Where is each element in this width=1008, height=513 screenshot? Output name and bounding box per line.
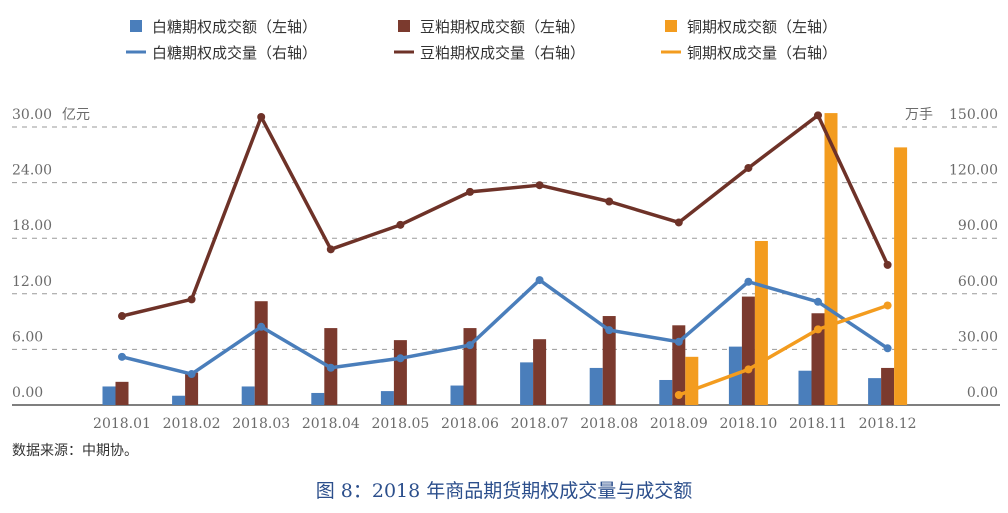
x-tick-label: 2018.09 xyxy=(650,416,708,432)
bar-2 xyxy=(254,301,268,405)
line-point-2 xyxy=(605,197,614,206)
line-point-2 xyxy=(814,111,822,120)
line-series-2 xyxy=(121,113,890,318)
x-tick-label: 2018.02 xyxy=(163,416,221,432)
left-tick-label: 6.00 xyxy=(12,329,43,345)
right-tick-label: 0.00 xyxy=(967,385,998,401)
line-point-1 xyxy=(814,297,822,306)
right-tick-label: 60.00 xyxy=(958,274,998,290)
line-point-1 xyxy=(466,341,474,350)
line-point-1 xyxy=(118,352,126,361)
source-note: 数据来源：中期协。 xyxy=(12,443,138,459)
x-tick-label: 2018.08 xyxy=(580,416,638,432)
line-point-1 xyxy=(674,337,683,346)
legend-swatch xyxy=(130,20,142,32)
chart-caption: 图 8：2018 年商品期货期权成交量与成交额 xyxy=(315,480,693,502)
left-axis-unit: 亿元 xyxy=(62,107,90,123)
x-tick-label: 2018.12 xyxy=(859,416,917,432)
line-point-1 xyxy=(744,277,753,286)
bar-3 xyxy=(894,147,908,406)
line-point-1 xyxy=(535,276,544,285)
line-point-2 xyxy=(466,187,474,196)
legend-label: 豆粕期权成交量（右轴） xyxy=(420,44,585,62)
bar-2 xyxy=(741,296,755,405)
line-point-2 xyxy=(187,295,196,304)
line-point-1 xyxy=(187,370,196,379)
bar-1 xyxy=(589,367,603,405)
bar-1 xyxy=(241,386,255,405)
bar-1 xyxy=(102,386,116,405)
bar-1 xyxy=(868,378,882,405)
bar-2 xyxy=(672,325,686,405)
bar-1 xyxy=(450,385,464,405)
line-point-3 xyxy=(674,390,683,399)
x-tick-label: 2018.06 xyxy=(441,416,499,432)
left-tick-label: 18.00 xyxy=(12,218,52,234)
right-tick-label: 30.00 xyxy=(958,329,998,345)
line-series-3 xyxy=(678,303,889,397)
left-tick-label: 24.00 xyxy=(12,163,52,179)
line-point-1 xyxy=(605,326,614,335)
line-point-2 xyxy=(257,112,266,121)
line-point-2 xyxy=(674,218,683,227)
x-tick-label: 2018.07 xyxy=(511,416,569,432)
bar-2 xyxy=(881,367,895,405)
x-tick-label: 2018.11 xyxy=(789,416,847,432)
bar-2 xyxy=(602,316,616,405)
line-point-2 xyxy=(326,245,335,254)
bar-2 xyxy=(811,313,825,405)
left-tick-label: 12.00 xyxy=(12,274,52,290)
bar-1 xyxy=(172,395,186,405)
bar-1 xyxy=(380,391,394,405)
legend-swatch xyxy=(665,20,677,32)
legend-label: 铜期权成交量（右轴） xyxy=(687,44,837,62)
line-point-3 xyxy=(883,301,892,310)
legend-swatch xyxy=(398,20,410,32)
bar-1 xyxy=(659,379,673,405)
bar-2 xyxy=(393,340,407,405)
x-tick-label: 2018.03 xyxy=(232,416,290,432)
bar-1 xyxy=(311,392,325,405)
bar-3 xyxy=(754,240,768,405)
line-point-1 xyxy=(257,322,266,331)
line-point-3 xyxy=(744,365,753,374)
x-tick-label: 2018.04 xyxy=(302,416,360,432)
right-tick-label: 90.00 xyxy=(958,218,998,234)
bar-2 xyxy=(185,372,199,405)
bar-2 xyxy=(533,339,547,405)
bar-2 xyxy=(115,381,129,405)
left-tick-label: 30.00 xyxy=(12,107,52,123)
legend-label: 白糖期权成交额（左轴） xyxy=(152,18,317,36)
line-point-2 xyxy=(535,181,544,190)
line-point-1 xyxy=(396,354,405,363)
line-point-2 xyxy=(883,260,892,269)
line-point-1 xyxy=(326,363,335,372)
line-series-1 xyxy=(121,278,889,376)
right-tick-label: 150.00 xyxy=(949,107,998,123)
line-point-3 xyxy=(814,325,822,334)
legend-label: 铜期权成交额（左轴） xyxy=(687,18,837,36)
x-tick-label: 2018.01 xyxy=(93,416,151,432)
legend-label: 白糖期权成交量（右轴） xyxy=(152,44,317,62)
x-tick-label: 2018.10 xyxy=(719,416,777,432)
bar-1 xyxy=(798,370,812,405)
chart: 0.00 6.00 12.00 18.00 24.00 30.00 0.00 30.00 60.… xyxy=(12,18,1000,432)
x-tick-label: 2018.05 xyxy=(371,416,429,432)
left-tick-label: 0.00 xyxy=(12,385,43,401)
right-axis-unit: 万手 xyxy=(905,107,933,123)
line-point-2 xyxy=(118,312,126,321)
bar-3 xyxy=(824,113,838,405)
line-point-2 xyxy=(396,220,405,229)
legend-label: 豆粕期权成交额（左轴） xyxy=(420,18,585,36)
bar-1 xyxy=(520,362,534,405)
line-point-1 xyxy=(883,344,892,353)
line-point-2 xyxy=(744,163,753,172)
right-tick-label: 120.00 xyxy=(949,163,998,179)
bar-3 xyxy=(685,356,699,405)
